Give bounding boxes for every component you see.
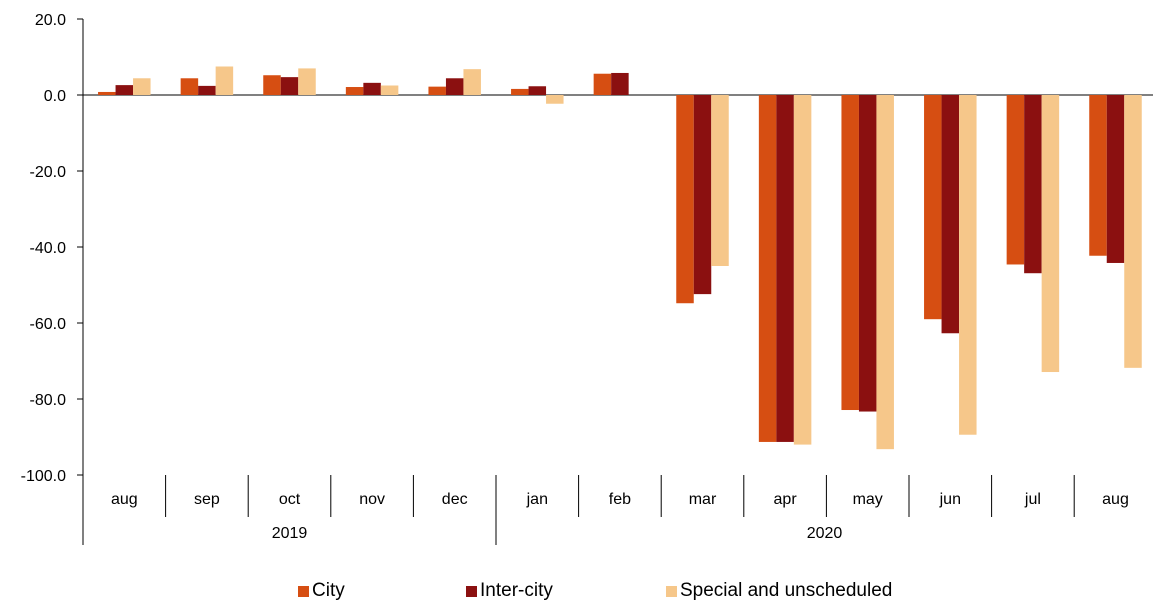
y-tick-label: -40.0 xyxy=(30,240,67,257)
bar-inter-city-sep xyxy=(198,85,216,95)
legend-label-city: City xyxy=(312,580,345,601)
x-tick-label: oct xyxy=(279,491,301,508)
bar-city-mar xyxy=(676,95,694,304)
bar-city-jun xyxy=(924,95,942,320)
bar-city-nov xyxy=(345,87,364,95)
bar-inter-city-jul xyxy=(1024,95,1042,274)
bar-city-oct xyxy=(263,75,281,95)
bar-city-apr xyxy=(758,95,777,442)
legend-label-inter-city: Inter-city xyxy=(480,580,553,601)
bar-inter-city-jan xyxy=(528,86,547,95)
x-tick-label: apr xyxy=(774,491,798,508)
bar-special-and-unscheduled-apr xyxy=(793,95,812,445)
bar-city-feb xyxy=(593,73,612,95)
bar-inter-city-mar xyxy=(693,95,712,295)
bar-city-dec xyxy=(428,86,446,95)
bar-inter-city-nov xyxy=(363,82,381,95)
bar-city-jul xyxy=(1006,95,1025,265)
legend-item-special: Special and unscheduled xyxy=(666,580,892,602)
x-tick-label: nov xyxy=(359,491,385,508)
x-tick-label: mar xyxy=(689,491,717,508)
bar-city-aug xyxy=(98,91,116,95)
bar-special-and-unscheduled-mar xyxy=(711,95,729,266)
bar-city-jan xyxy=(511,88,529,95)
x-tick-label: aug xyxy=(1102,491,1129,508)
y-tick-label: -60.0 xyxy=(30,316,67,333)
x-tick-label: jan xyxy=(526,491,548,508)
y-tick-label: -20.0 xyxy=(30,164,67,181)
legend-label-special: Special and unscheduled xyxy=(680,580,893,601)
legend-swatch-inter-city xyxy=(466,585,477,597)
bar-special-and-unscheduled-dec xyxy=(463,69,481,95)
x-tick-label: sep xyxy=(194,491,220,508)
bar-special-and-unscheduled-jan xyxy=(546,95,564,104)
x-tick-label: feb xyxy=(609,491,631,508)
bar-special-and-unscheduled-aug xyxy=(133,78,151,95)
legend-swatch-special xyxy=(666,585,677,597)
bar-inter-city-aug xyxy=(1106,95,1125,263)
x-tick-label: may xyxy=(853,491,883,508)
bar-city-aug xyxy=(1089,95,1107,256)
bar-inter-city-oct xyxy=(280,77,299,95)
bar-special-and-unscheduled-sep xyxy=(215,66,234,95)
bar-inter-city-apr xyxy=(776,95,794,442)
bar-inter-city-dec xyxy=(445,78,464,95)
legend-swatch-city xyxy=(298,585,309,597)
bar-special-and-unscheduled-aug xyxy=(1124,95,1142,368)
bar-special-and-unscheduled-jul xyxy=(1041,95,1060,373)
y-tick-label: -100.0 xyxy=(21,468,66,485)
bar-special-and-unscheduled-oct xyxy=(298,68,316,95)
bar-city-sep xyxy=(180,78,199,95)
bar-special-and-unscheduled-jun xyxy=(959,95,977,435)
bar-special-and-unscheduled-nov xyxy=(380,85,399,95)
bar-inter-city-may xyxy=(858,95,877,412)
x-tick-label: dec xyxy=(442,491,468,508)
x-tick-label: aug xyxy=(111,491,138,508)
bar-inter-city-jun xyxy=(941,95,960,334)
bar-city-may xyxy=(841,95,859,411)
bar-inter-city-feb xyxy=(611,72,629,95)
legend: City Inter-city Special and unscheduled xyxy=(0,580,1153,604)
bar-special-and-unscheduled-may xyxy=(876,95,894,450)
y-tick-label: 20.0 xyxy=(35,12,66,29)
group-label-2019: 2019 xyxy=(272,525,308,542)
y-tick-label: 0.0 xyxy=(44,88,66,105)
y-tick-label: -80.0 xyxy=(30,392,67,409)
group-label-2020: 2020 xyxy=(807,525,843,542)
legend-item-inter-city: Inter-city xyxy=(466,580,553,602)
x-tick-label: jul xyxy=(1024,491,1041,508)
x-tick-label: jun xyxy=(939,491,961,508)
bar-inter-city-aug xyxy=(115,85,134,95)
legend-item-city: City xyxy=(298,580,345,602)
